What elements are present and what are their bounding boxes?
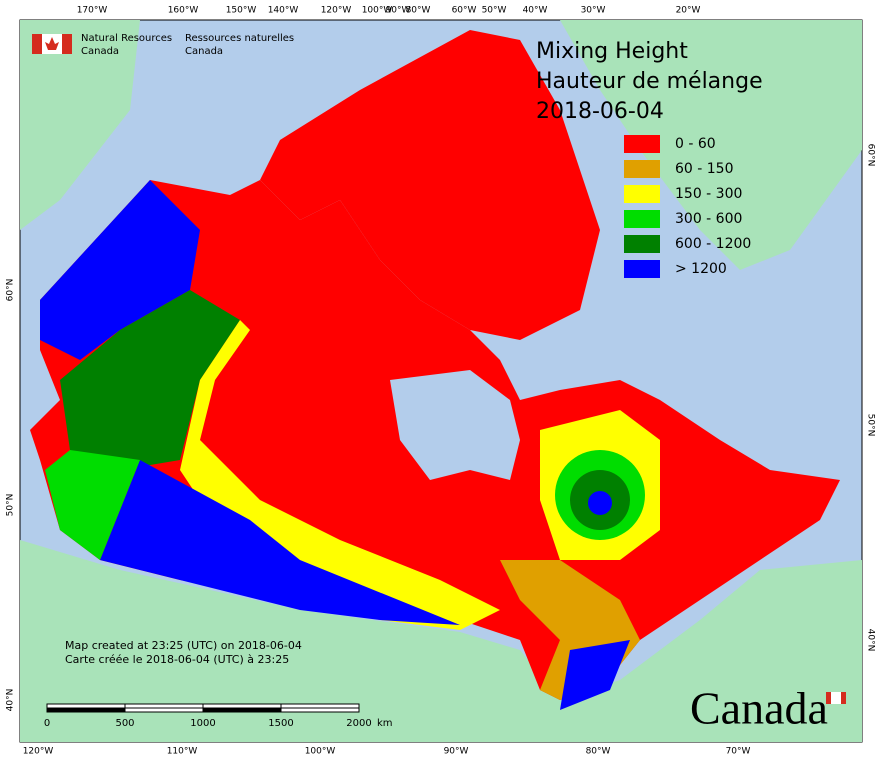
graticule-label: 90°W [386, 6, 411, 16]
scale-segment [46, 707, 126, 713]
legend-label: 300 - 600 [675, 211, 742, 227]
legend-label: 0 - 60 [675, 136, 716, 152]
legend-swatch [624, 210, 660, 228]
graticule-label: 100°W [305, 747, 336, 757]
zone [588, 491, 612, 515]
graticule-label: 60°N [866, 144, 876, 167]
graticule-label: 50°N [866, 414, 876, 437]
flag-bar [32, 34, 42, 54]
scale-label: 0 [44, 718, 50, 729]
graticule-label: 60°N [6, 279, 16, 302]
graticule-label: 120°W [23, 747, 54, 757]
legend-label: > 1200 [675, 261, 727, 277]
org-name: Natural Resources [81, 33, 172, 44]
graticule-label: 40°N [866, 629, 876, 652]
flag-bar [841, 692, 846, 704]
title-line: 2018-06-04 [536, 99, 664, 124]
scale-segment [280, 703, 360, 709]
graticule-label: 170°W [77, 6, 108, 16]
scale-label: 500 [115, 718, 134, 729]
org-name: Canada [185, 46, 223, 57]
scale-segment [124, 703, 204, 709]
graticule-label: 50°N [6, 494, 16, 517]
land [560, 20, 862, 270]
graticule-label: 160°W [168, 6, 199, 16]
legend-label: 600 - 1200 [675, 236, 751, 252]
graticule-label: 110°W [167, 747, 198, 757]
scale-label: 1500 [268, 718, 293, 729]
graticule-label: 80°W [586, 747, 611, 757]
scale-label: 2000 [346, 718, 371, 729]
scale-label: 1000 [190, 718, 215, 729]
zone [40, 180, 200, 360]
legend-swatch [624, 160, 660, 178]
graticule-label: 90°W [444, 747, 469, 757]
legend-swatch [624, 260, 660, 278]
scale-segment [280, 707, 360, 713]
scale-unit: km [377, 718, 393, 729]
land [20, 540, 862, 742]
scale-segment [202, 707, 282, 713]
scale-segment [202, 703, 282, 709]
zone [45, 450, 140, 560]
scale-segment [124, 707, 204, 713]
graticule-label: 150°W [226, 6, 257, 16]
logo-flag [32, 34, 72, 54]
scale-segment [46, 703, 126, 709]
zone [100, 460, 460, 625]
graticule-label: 40°W [523, 6, 548, 16]
flag-bar [62, 34, 72, 54]
graticule-label: 120°W [321, 6, 352, 16]
credit-line: Carte créée le 2018-06-04 (UTC) à 23:25 [65, 653, 289, 666]
zone [560, 640, 630, 710]
graticule-label: 80°W [406, 6, 431, 16]
legend-label: 150 - 300 [675, 186, 742, 202]
graticule-label: 30°W [581, 6, 606, 16]
wordmark-flag [826, 692, 846, 704]
org-name: Ressources naturelles [185, 33, 294, 44]
legend-swatch [624, 235, 660, 253]
title-line: Mixing Height [536, 39, 688, 64]
zone [60, 290, 240, 470]
land [20, 20, 140, 230]
legend-label: 60 - 150 [675, 161, 734, 177]
graticule-label: 140°W [268, 6, 299, 16]
legend-swatch [624, 135, 660, 153]
hudson-bay [390, 370, 520, 480]
graticule-label: 50°W [482, 6, 507, 16]
arctic-islands [260, 30, 600, 340]
map-base [20, 20, 862, 742]
flag-bar [826, 692, 831, 704]
graticule-label: 100°W [362, 6, 393, 16]
legend-swatch [624, 185, 660, 203]
wordmark: Canada [690, 683, 828, 734]
flag-leaf [45, 37, 59, 50]
flag-field [831, 692, 841, 704]
graticule-label: 60°W [452, 6, 477, 16]
credit-line: Map created at 23:25 (UTC) on 2018-06-04 [65, 639, 302, 652]
graticule-label: 20°W [676, 6, 701, 16]
title-line: Hauteur de mélange [536, 69, 763, 94]
org-name: Canada [81, 46, 119, 57]
graticule-label: 40°N [6, 689, 16, 712]
graticule-label: 70°W [726, 747, 751, 757]
